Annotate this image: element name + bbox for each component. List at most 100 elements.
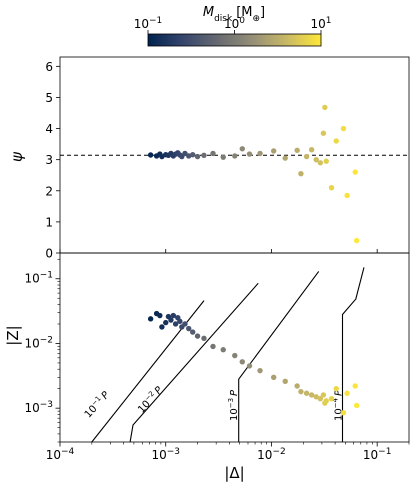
- top-data-point: [317, 160, 324, 166]
- top-data-point: [246, 151, 253, 157]
- top-y-tick-label: 4: [45, 122, 53, 136]
- bottom-panel: 10−1P 10−2P 10−3P 10−4P 10−4 10−3 10−2 10−1 10…: [4, 252, 410, 482]
- top-data-point: [323, 158, 329, 164]
- bottom-data-point: [177, 318, 183, 325]
- bottom-data-point: [303, 390, 310, 396]
- top-panel: 0 1 2 3 4 5 6 ψ: [8, 56, 410, 261]
- top-data-point: [322, 104, 328, 111]
- top-y-tick-label: 5: [45, 91, 53, 105]
- bottom-data-point: [168, 317, 174, 323]
- top-data-point: [239, 146, 245, 152]
- bottom-data-point: [190, 329, 196, 335]
- top-data-point: [147, 152, 154, 158]
- resonance-line-label: 10−4P: [332, 389, 345, 421]
- colorbar-label: Mdisk [M⊕]: [203, 5, 265, 24]
- top-data-point: [190, 151, 196, 158]
- colorbar-tick-label: 100: [224, 16, 245, 31]
- top-data-point: [294, 147, 300, 154]
- bottom-data-point: [340, 410, 347, 416]
- bottom-data-point: [282, 378, 288, 385]
- top-y-tick-label: 6: [45, 60, 53, 74]
- bottom-data-point: [294, 383, 300, 389]
- bottom-data-point: [172, 321, 179, 327]
- bottom-data-point: [317, 396, 324, 402]
- bottom-data-point: [182, 321, 188, 327]
- bottom-data-point: [239, 359, 245, 365]
- bottom-data-point: [352, 383, 358, 389]
- bottom-data-point: [333, 385, 339, 392]
- bottom-data-point: [186, 325, 192, 332]
- bottom-data-point: [353, 402, 360, 409]
- bottom-x-ticks: 10−4 10−3 10−2 10−1: [46, 442, 410, 462]
- bottom-data-point: [270, 374, 277, 380]
- bottom-x-tick-label: 10−1: [363, 447, 392, 462]
- top-data-point: [298, 170, 304, 177]
- colorbar-gradient: [147, 33, 322, 47]
- top-data-point: [201, 152, 207, 159]
- top-data-point: [308, 147, 315, 153]
- bottom-x-tick-label: 10−4: [46, 447, 75, 462]
- top-scatter-points: [147, 104, 360, 244]
- bottom-y-tick-label: 10−2: [24, 335, 53, 350]
- bottom-panel-frame: [59, 252, 410, 443]
- top-data-point: [270, 148, 277, 154]
- bottom-data-point: [163, 319, 169, 326]
- bottom-data-point: [220, 347, 226, 353]
- bottom-data-point: [194, 333, 201, 339]
- bottom-x-axis-label: |Δ|: [224, 464, 244, 482]
- bottom-data-point: [323, 398, 329, 404]
- top-data-point: [257, 150, 263, 157]
- bottom-data-point: [210, 343, 216, 350]
- bottom-data-point: [298, 388, 304, 395]
- bottom-y-ticks: 10−3 10−2 10−1: [24, 258, 60, 443]
- bottom-x-tick-label: 10−2: [257, 447, 286, 462]
- top-data-point: [320, 130, 327, 136]
- bottom-data-point: [246, 363, 253, 369]
- bottom-data-point: [159, 324, 165, 330]
- top-y-tick-label: 3: [45, 153, 53, 167]
- bottom-data-point: [344, 390, 350, 396]
- bottom-data-point: [201, 335, 207, 342]
- top-data-point: [210, 150, 216, 157]
- top-data-point: [282, 155, 288, 161]
- top-data-point: [220, 154, 226, 160]
- resonance-line-label: 10−1P: [81, 388, 112, 421]
- resonance-line: [238, 271, 320, 442]
- bottom-scatter-points: [147, 310, 360, 416]
- bottom-y-tick-label: 10−3: [24, 400, 53, 415]
- top-data-point: [352, 169, 358, 175]
- colorbar-tick-label: 101: [310, 16, 331, 31]
- top-y-tick-label: 2: [45, 184, 53, 198]
- top-data-point: [333, 138, 339, 144]
- resonance-line: [341, 267, 365, 442]
- top-y-ticks: 0 1 2 3 4 5 6: [45, 60, 378, 261]
- bottom-data-point: [320, 392, 327, 398]
- bottom-data-point: [308, 392, 315, 398]
- colorbar: Mdisk [M⊕] 10−1 100 101: [134, 5, 332, 47]
- top-data-point: [328, 184, 335, 191]
- bottom-data-point: [147, 316, 154, 322]
- resonance-line: [129, 282, 259, 443]
- resonance-line-labels: 10−1P 10−2P 10−3P 10−4P: [81, 383, 345, 421]
- colorbar-ticks: 10−1 100 101: [134, 16, 332, 34]
- bottom-y-tick-label: 10−1: [24, 271, 53, 286]
- bottom-data-point: [232, 352, 238, 359]
- top-data-point: [313, 156, 319, 163]
- top-data-point: [353, 237, 360, 244]
- bottom-y-axis-label: |Z|: [4, 325, 22, 345]
- top-data-point: [232, 153, 238, 159]
- top-data-point: [344, 192, 350, 199]
- bottom-data-point: [257, 367, 263, 374]
- bottom-data-point: [170, 312, 177, 319]
- top-data-point: [340, 125, 347, 132]
- resonance-line: [91, 300, 205, 443]
- top-data-point: [194, 153, 201, 160]
- top-y-axis-label: ψ: [8, 151, 26, 162]
- bottom-data-point: [328, 396, 335, 402]
- top-y-tick-label: 0: [45, 247, 53, 261]
- top-data-point: [303, 153, 310, 160]
- bottom-data-point: [313, 394, 319, 400]
- top-y-tick-label: 1: [45, 215, 53, 229]
- resonance-line-label: 10−2P: [135, 383, 166, 416]
